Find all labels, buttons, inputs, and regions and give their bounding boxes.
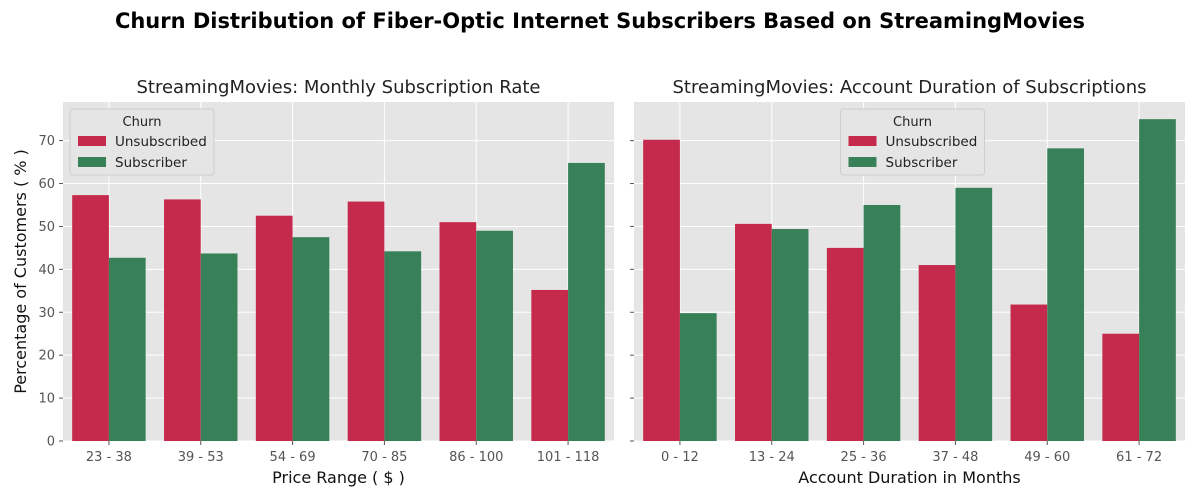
bar-subscriber-2: [200, 253, 238, 441]
legend-label-subscriber: Subscriber: [115, 155, 187, 171]
x-tick-label: 13 - 24: [749, 450, 795, 465]
bar-unsubscribed-4: [347, 201, 385, 441]
y-tick-label: 60: [38, 177, 55, 192]
y-tick-label: 40: [38, 263, 55, 278]
bar-unsubscribed-6: [1102, 333, 1140, 441]
panel-title: StreamingMovies: Monthly Subscription Ra…: [136, 77, 540, 98]
bar-unsubscribed-3: [255, 215, 293, 441]
legend: Churn Unsubscribed Subscriber: [840, 108, 985, 176]
legend-title: Churn: [123, 115, 162, 130]
bar-unsubscribed-3: [826, 247, 864, 441]
bar-subscriber-6: [568, 162, 605, 441]
y-tick-label: 0: [47, 435, 55, 450]
legend-swatch-unsubscribed: [78, 136, 106, 146]
x-tick-label: 39 - 53: [178, 450, 224, 465]
x-tick-label: 37 - 48: [932, 450, 978, 465]
x-tick-label: 54 - 69: [270, 450, 316, 465]
bar-unsubscribed-2: [735, 223, 772, 441]
legend-label-unsubscribed: Unsubscribed: [886, 134, 978, 150]
bar-subscriber-3: [863, 204, 901, 441]
bar-subscriber-6: [1139, 119, 1176, 442]
legend-title: Churn: [893, 115, 932, 130]
y-tick-label: 30: [38, 306, 55, 321]
bar-unsubscribed-2: [164, 199, 201, 441]
x-axis-label: Account Duration in Months: [798, 468, 1020, 487]
x-axis-label: Price Range ( $ ): [272, 468, 405, 487]
legend-label-subscriber: Subscriber: [886, 155, 958, 171]
legend-swatch-unsubscribed: [848, 136, 877, 146]
legend-swatch-subscriber: [78, 157, 106, 167]
y-axis-label: Percentage of Customers ( % ): [11, 149, 30, 394]
bar-unsubscribed-4: [918, 265, 956, 441]
panel-title: StreamingMovies: Account Duration of Sub…: [673, 77, 1147, 98]
figure-suptitle: Churn Distribution of Fiber-Optic Intern…: [115, 9, 1085, 33]
legend: Churn Unsubscribed Subscriber: [69, 108, 215, 176]
panel-1: 0 10 20 30 40 50 60 70 23 - 38 39 - 53 54 - 69 70 -…: [11, 77, 614, 487]
x-tick-label: 0 - 12: [661, 450, 699, 465]
bar-unsubscribed-5: [1010, 304, 1048, 441]
bar-unsubscribed-5: [439, 222, 477, 441]
bar-subscriber-1: [108, 257, 146, 441]
x-tick-label: 23 - 38: [86, 450, 132, 465]
x-tick-label: 61 - 72: [1116, 450, 1162, 465]
x-tick-label: 70 - 85: [361, 450, 407, 465]
y-tick-label: 10: [38, 392, 55, 407]
legend-swatch-subscriber: [848, 157, 877, 167]
bar-subscriber-3: [292, 237, 330, 441]
x-tick-label: 49 - 60: [1024, 450, 1070, 465]
bar-unsubscribed-1: [72, 195, 109, 441]
bar-subscriber-5: [1047, 148, 1084, 441]
bar-subscriber-2: [771, 229, 809, 441]
bar-subscriber-5: [476, 230, 513, 441]
bar-subscriber-4: [955, 187, 993, 441]
panel-2: 0 - 12 13 - 24 25 - 36 37 - 48 49 - 60 61 - 7…: [630, 77, 1185, 487]
y-tick-label: 20: [38, 349, 55, 364]
x-tick-label: 86 - 100: [449, 450, 503, 465]
y-tick-label: 70: [38, 134, 55, 149]
legend-label-unsubscribed: Unsubscribed: [115, 134, 207, 150]
x-tick-label: 25 - 36: [841, 450, 887, 465]
bar-unsubscribed-1: [643, 139, 680, 441]
bar-subscriber-1: [679, 313, 717, 441]
x-tick-label: 101 - 118: [537, 450, 600, 465]
bar-subscriber-4: [384, 251, 422, 441]
y-tick-label: 50: [38, 220, 55, 235]
bar-unsubscribed-6: [531, 289, 569, 441]
